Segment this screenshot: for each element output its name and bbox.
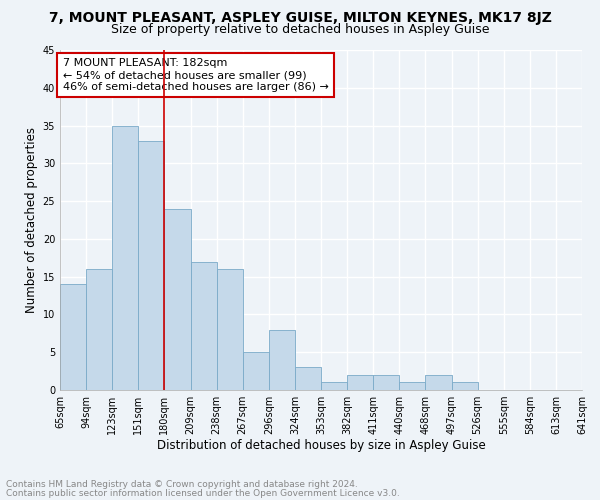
Bar <box>373 375 400 390</box>
Bar <box>191 262 217 390</box>
Bar <box>347 375 373 390</box>
Text: 7, MOUNT PLEASANT, ASPLEY GUISE, MILTON KEYNES, MK17 8JZ: 7, MOUNT PLEASANT, ASPLEY GUISE, MILTON … <box>49 11 551 25</box>
Bar <box>452 382 478 390</box>
Bar <box>60 284 86 390</box>
Bar <box>112 126 139 390</box>
Bar <box>321 382 347 390</box>
Bar <box>400 382 425 390</box>
Text: Size of property relative to detached houses in Aspley Guise: Size of property relative to detached ho… <box>111 22 489 36</box>
Bar <box>295 368 321 390</box>
Bar <box>425 375 452 390</box>
Bar <box>139 140 164 390</box>
Text: 7 MOUNT PLEASANT: 182sqm
← 54% of detached houses are smaller (99)
46% of semi-d: 7 MOUNT PLEASANT: 182sqm ← 54% of detach… <box>62 58 328 92</box>
Bar <box>243 352 269 390</box>
Bar <box>269 330 295 390</box>
Bar <box>164 208 191 390</box>
Y-axis label: Number of detached properties: Number of detached properties <box>25 127 38 313</box>
Bar <box>217 269 243 390</box>
Bar <box>86 269 112 390</box>
X-axis label: Distribution of detached houses by size in Aspley Guise: Distribution of detached houses by size … <box>157 438 485 452</box>
Text: Contains HM Land Registry data © Crown copyright and database right 2024.: Contains HM Land Registry data © Crown c… <box>6 480 358 489</box>
Text: Contains public sector information licensed under the Open Government Licence v3: Contains public sector information licen… <box>6 488 400 498</box>
